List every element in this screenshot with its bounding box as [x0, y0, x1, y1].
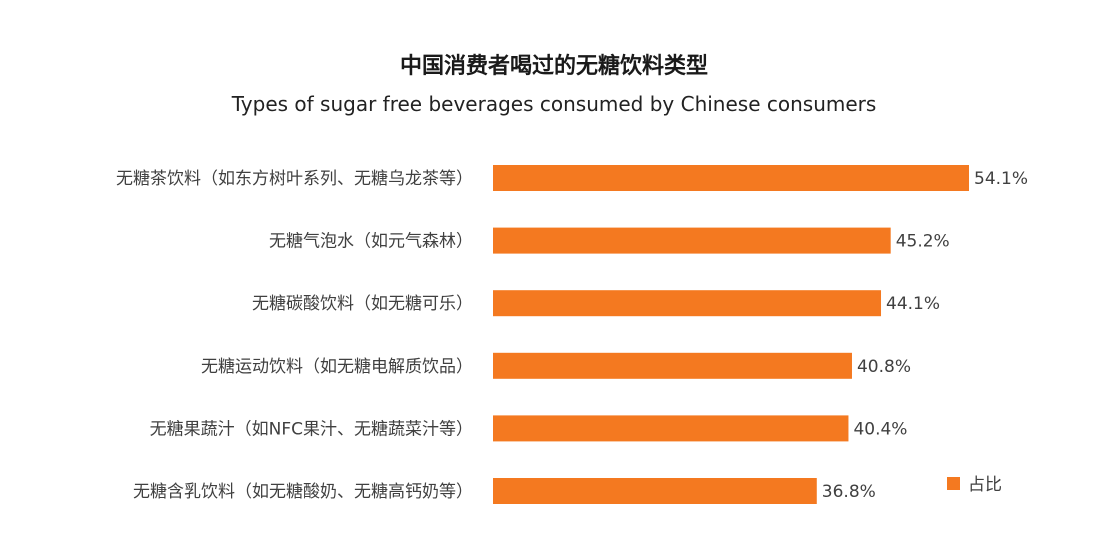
value-label: 40.8%	[857, 357, 911, 377]
value-labels: 54.1% 45.2% 44.1% 40.8% 40.4% 36.8%	[822, 169, 1028, 502]
bar	[493, 290, 882, 317]
legend: 占比	[947, 475, 1002, 495]
value-label: 40.4%	[853, 419, 907, 439]
value-label: 54.1%	[974, 169, 1028, 189]
chart-title: 中国消费者喝过的无糖饮料类型	[399, 54, 708, 79]
legend-label: 占比	[968, 475, 1002, 495]
category-label: 无糖茶饮料（如东方树叶系列、无糖乌龙茶等）	[116, 169, 473, 189]
bar	[493, 227, 891, 254]
bar	[493, 415, 849, 442]
category-label: 无糖气泡水（如元气森林）	[269, 232, 473, 252]
category-label: 无糖碳酸饮料（如无糖可乐）	[252, 294, 473, 314]
category-label: 无糖果蔬汁（如NFC果汁、无糖蔬菜汁等）	[150, 419, 473, 439]
value-label: 45.2%	[896, 232, 950, 252]
legend-swatch	[947, 477, 960, 490]
category-label: 无糖含乳饮料（如无糖酸奶、无糖高钙奶等）	[133, 482, 473, 502]
category-label: 无糖运动饮料（如无糖电解质饮品）	[201, 357, 473, 377]
value-label: 44.1%	[886, 294, 940, 314]
bar	[493, 352, 852, 379]
value-label: 36.8%	[822, 482, 876, 502]
category-labels: 无糖茶饮料（如东方树叶系列、无糖乌龙茶等） 无糖气泡水（如元气森林） 无糖碳酸饮料（…	[116, 169, 473, 502]
bar	[493, 165, 969, 191]
bars	[493, 165, 969, 504]
bar	[493, 478, 817, 504]
chart-subtitle: Types of sugar free beverages consumed b…	[231, 92, 877, 116]
